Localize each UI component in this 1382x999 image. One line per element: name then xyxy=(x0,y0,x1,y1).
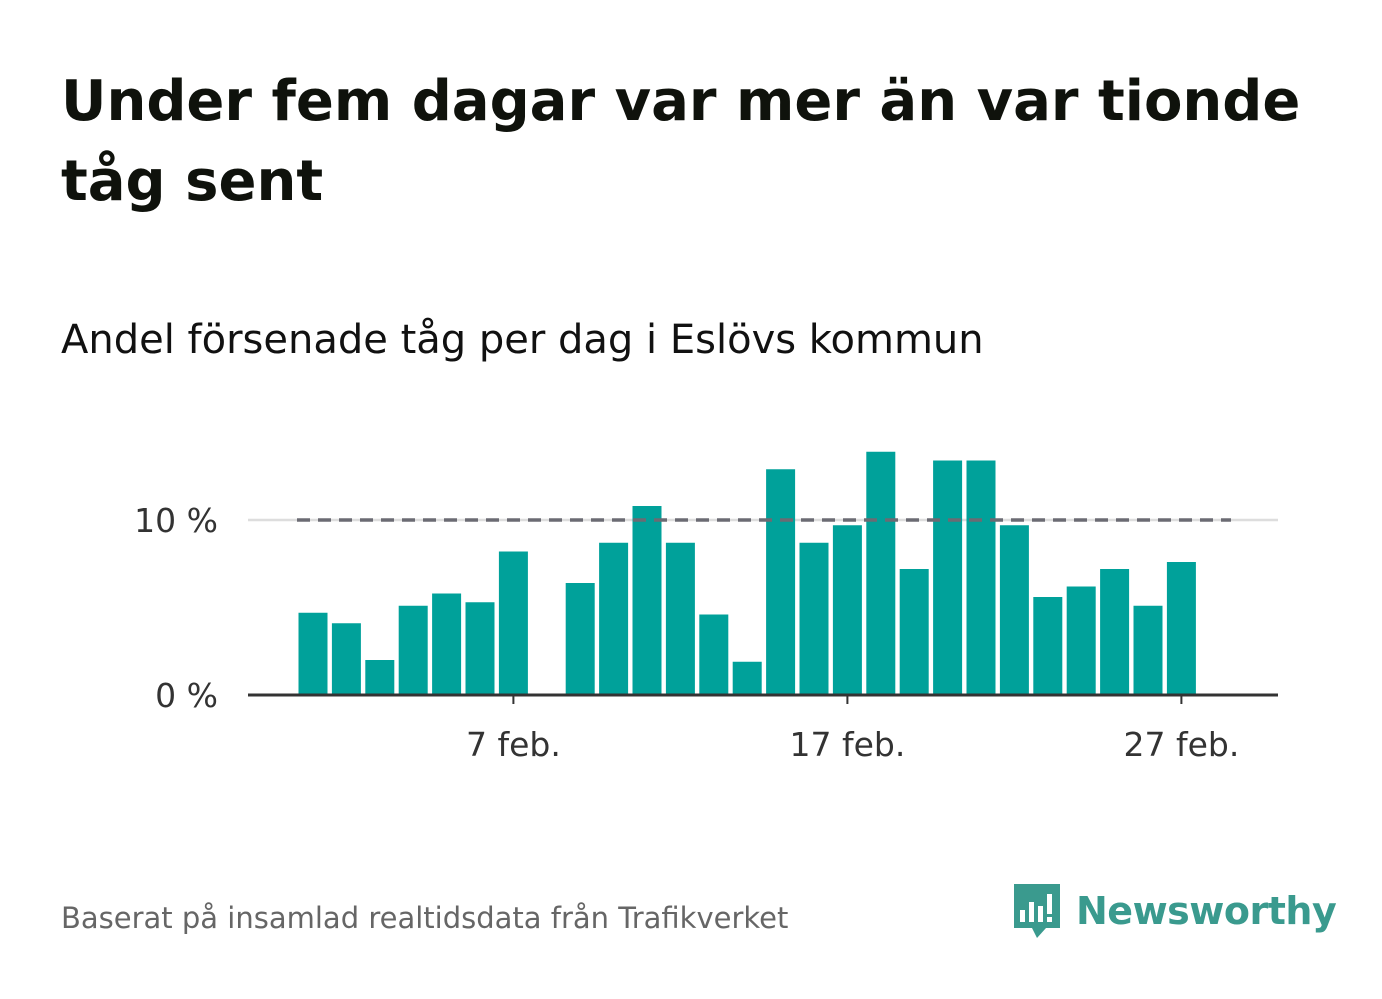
newsworthy-logo-text: Newsworthy xyxy=(1076,889,1337,933)
bar xyxy=(665,542,695,695)
bar xyxy=(832,525,862,695)
bar xyxy=(766,469,796,695)
bar xyxy=(331,623,361,695)
chart-subtitle: Andel försenade tåg per dag i Eslövs kom… xyxy=(61,317,984,363)
source-note: Baserat på insamlad realtidsdata från Tr… xyxy=(61,901,789,935)
y-tick-label: 10 % xyxy=(134,501,218,540)
y-tick-label: 0 % xyxy=(155,676,218,715)
bar xyxy=(565,583,595,695)
bar xyxy=(432,593,462,695)
newsworthy-logo-icon xyxy=(1014,884,1060,938)
bar xyxy=(365,660,395,695)
bar xyxy=(899,569,929,695)
bar xyxy=(1100,569,1130,695)
bar xyxy=(699,614,729,695)
newsworthy-logo: Newsworthy xyxy=(1010,876,1337,946)
x-tick-label: 17 feb. xyxy=(789,725,905,764)
bar xyxy=(498,551,528,695)
bar xyxy=(599,542,629,695)
bar xyxy=(1133,605,1163,695)
bar xyxy=(632,506,662,695)
bar xyxy=(465,602,495,695)
chart-title: Under fem dagar var mer än var tionde tå… xyxy=(61,69,1301,214)
bar xyxy=(298,612,328,695)
bar xyxy=(933,460,963,695)
bar xyxy=(999,525,1029,695)
bar xyxy=(732,661,762,695)
x-tick-label: 27 feb. xyxy=(1123,725,1239,764)
bar xyxy=(398,605,428,695)
bar xyxy=(866,451,896,695)
bar xyxy=(1166,562,1196,695)
x-tick-label: 7 feb. xyxy=(466,725,561,764)
bar-chart: 0 % 10 % 7 feb. 17 feb. 27 feb. xyxy=(134,451,1278,764)
bar xyxy=(799,542,829,695)
bar xyxy=(1066,586,1096,695)
bar xyxy=(966,460,996,695)
bar xyxy=(1033,597,1063,695)
